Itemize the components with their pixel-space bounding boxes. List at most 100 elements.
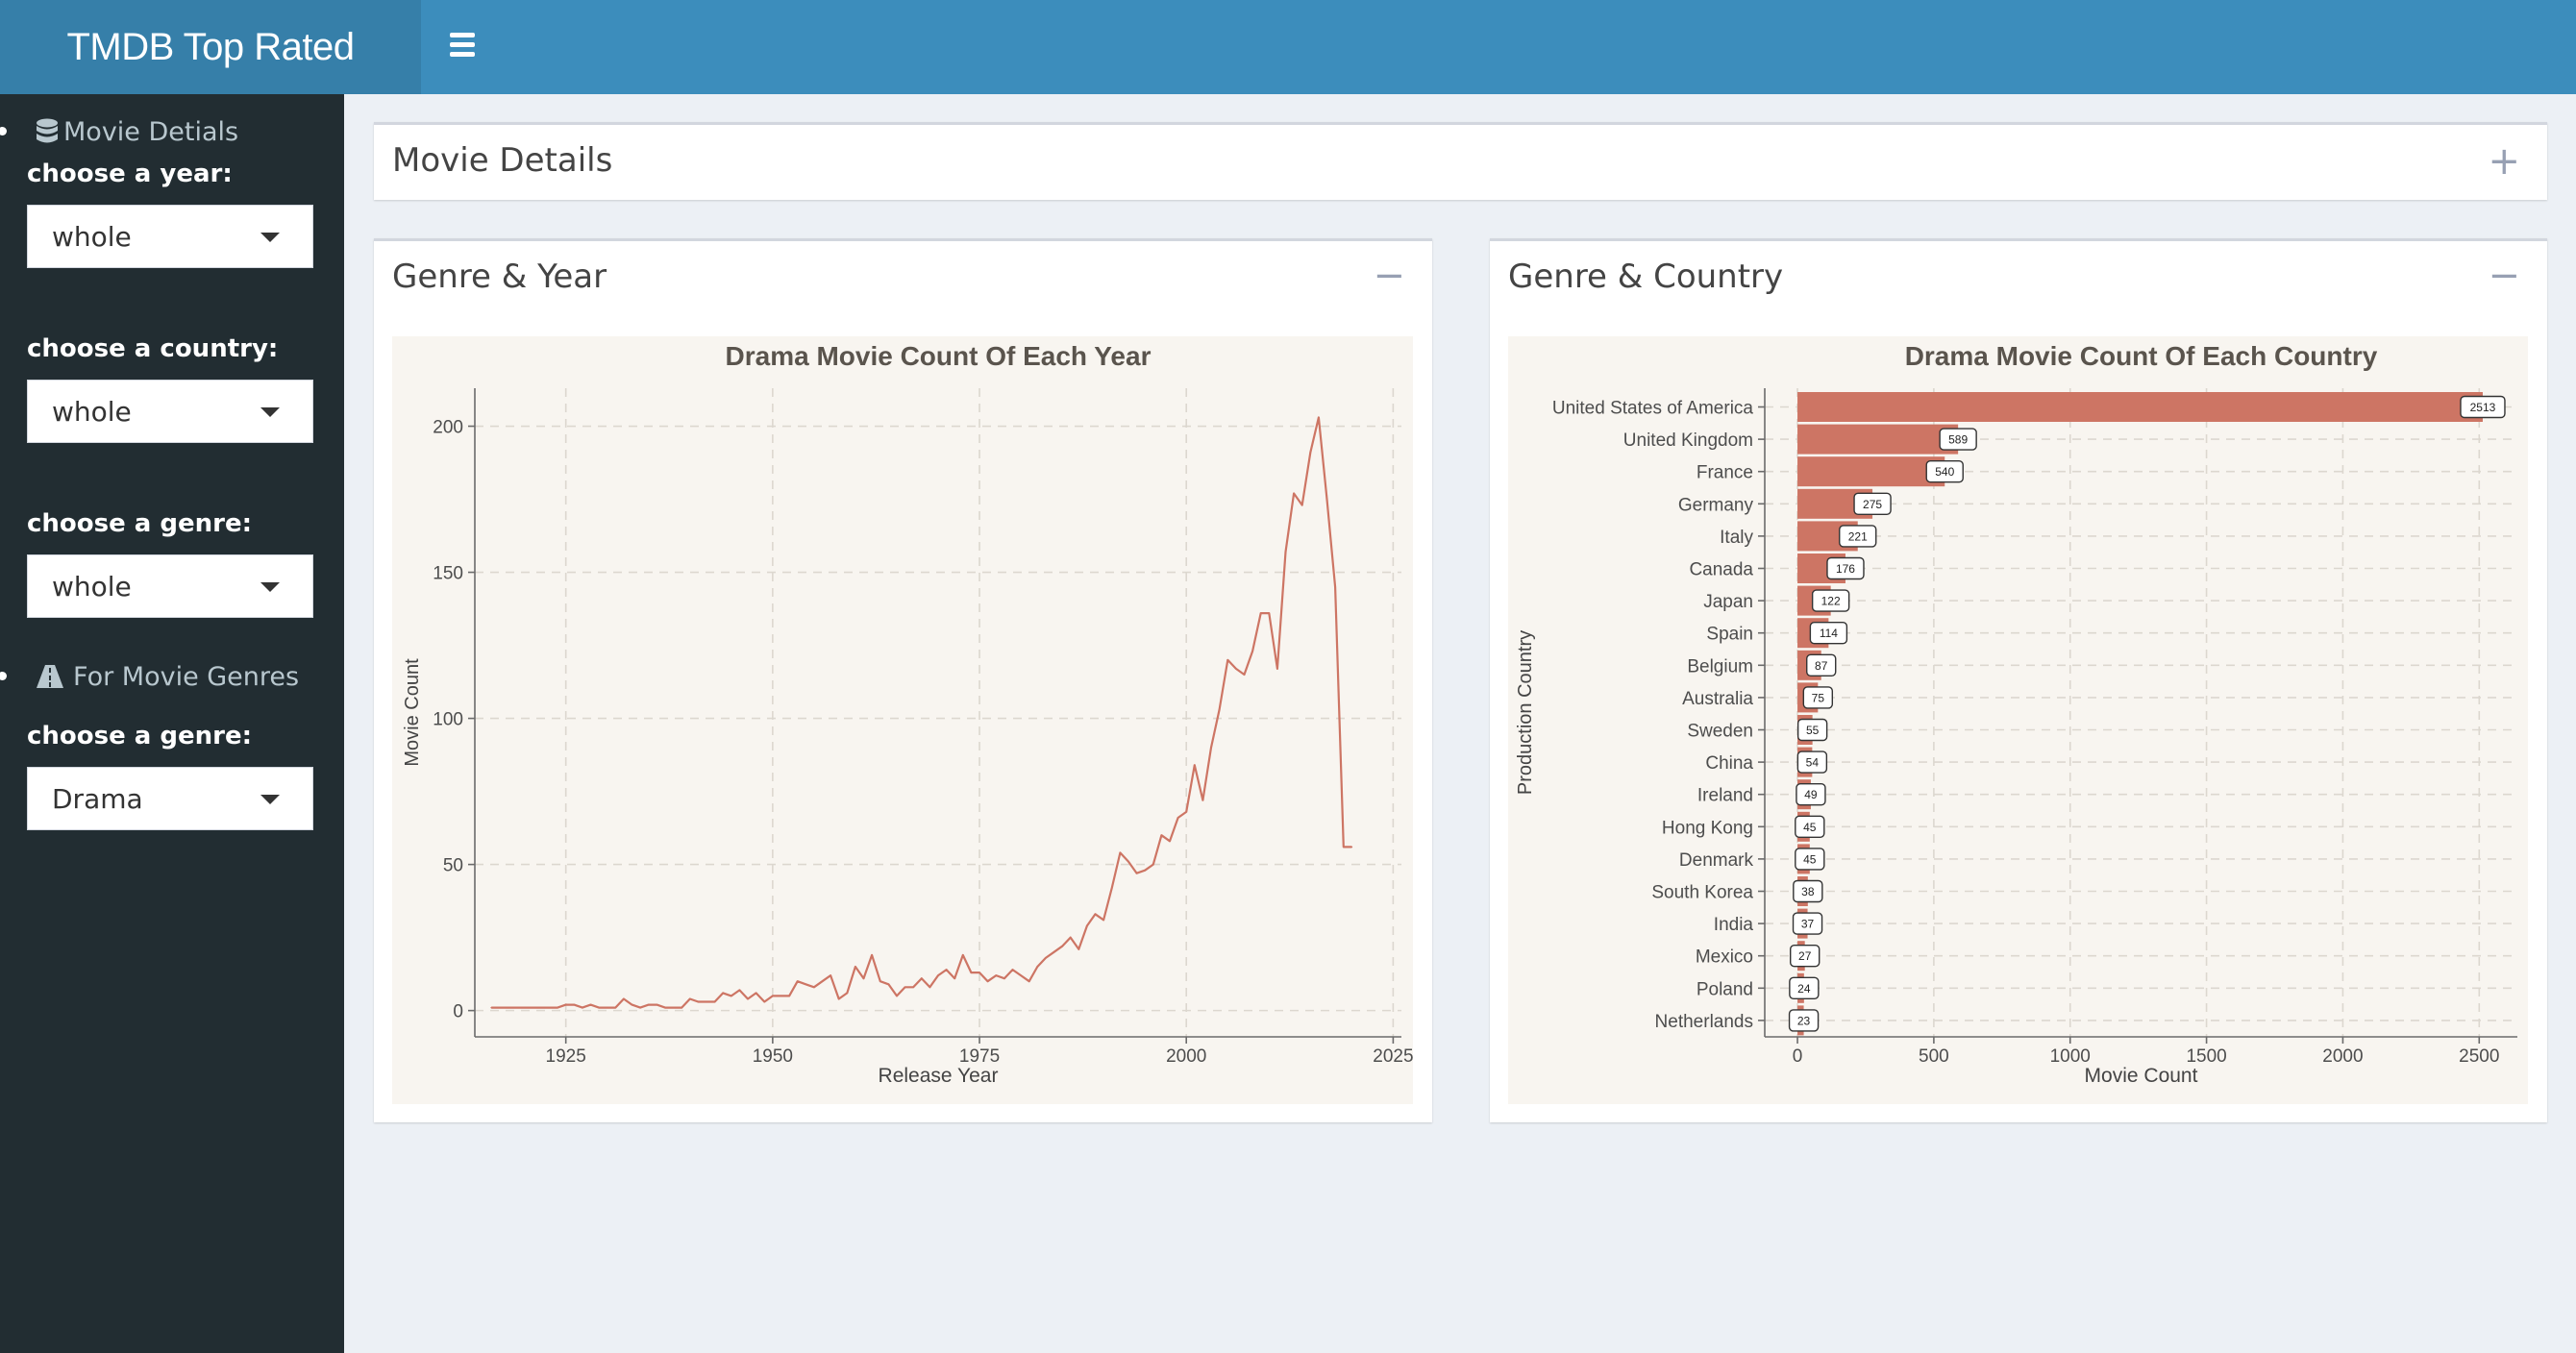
data-label-box xyxy=(1939,428,1977,451)
data-point xyxy=(1350,846,1353,849)
data-point xyxy=(1045,957,1047,959)
x-tick-label: 2000 xyxy=(1166,1046,1206,1067)
bar xyxy=(1797,424,1959,455)
genre-year-box: Genre & Year − Drama Movie Count Of Each… xyxy=(374,238,1432,1122)
data-label: 37 xyxy=(1801,918,1815,931)
data-point xyxy=(507,1006,509,1009)
data-point xyxy=(706,1000,707,1003)
app-logo[interactable]: TMDB Top Rated xyxy=(0,0,421,94)
y-tick-label: Germany xyxy=(1678,495,1754,515)
chevron-down-icon xyxy=(260,407,280,417)
data-label: 38 xyxy=(1801,885,1815,898)
x-tick-label: 2000 xyxy=(2322,1046,2363,1067)
year-label: choose a year: xyxy=(27,160,233,188)
data-point xyxy=(672,1006,675,1009)
data-label-box xyxy=(1826,556,1865,580)
movie-details-box: Movie Details + xyxy=(374,122,2547,200)
data-point xyxy=(656,1003,658,1006)
year-select[interactable]: whole xyxy=(27,205,313,268)
y-tick-label: 100 xyxy=(433,710,463,730)
data-point xyxy=(564,1003,567,1006)
data-point xyxy=(855,966,856,968)
data-label: 2513 xyxy=(2470,401,2496,414)
data-point xyxy=(896,995,898,997)
data-point xyxy=(688,997,691,1000)
data-point xyxy=(606,1006,608,1009)
data-label: 23 xyxy=(1797,1014,1811,1027)
country-chart-panel: Drama Movie Count Of Each Country United … xyxy=(1508,336,2528,1104)
genre2-select[interactable]: Drama xyxy=(27,767,313,830)
data-label-box xyxy=(2460,395,2506,419)
collapse-icon[interactable]: − xyxy=(2488,254,2520,298)
data-point xyxy=(738,989,741,992)
data-point xyxy=(1061,945,1063,947)
chevron-down-icon xyxy=(260,795,280,804)
data-point xyxy=(1144,869,1146,872)
data-point xyxy=(1259,612,1262,614)
data-point xyxy=(788,995,790,997)
data-point xyxy=(697,1000,700,1003)
data-point xyxy=(962,954,964,956)
data-point xyxy=(523,1006,526,1009)
data-label-box xyxy=(1802,686,1834,709)
data-point xyxy=(631,1003,633,1006)
y-tick-label: Netherlands xyxy=(1655,1012,1753,1032)
sidebar-item-movie-genres[interactable]: For Movie Genres xyxy=(0,658,344,695)
bar xyxy=(1797,392,2483,422)
y-tick-label: Australia xyxy=(1682,689,1753,709)
x-tick-label: 1000 xyxy=(2050,1046,2091,1067)
data-point xyxy=(904,986,906,989)
data-point xyxy=(1003,977,1005,979)
x-tick-label: 2025 xyxy=(1373,1046,1413,1067)
data-point xyxy=(589,1003,592,1006)
country-select-value: whole xyxy=(52,396,132,428)
data-point xyxy=(598,1006,600,1009)
expand-icon[interactable]: + xyxy=(2488,139,2520,184)
genre2-select-value: Drama xyxy=(52,783,143,815)
data-point xyxy=(1243,674,1246,676)
y-tick-label: Ireland xyxy=(1697,786,1753,806)
data-label: 122 xyxy=(1821,595,1841,608)
data-point xyxy=(945,969,948,971)
data-point xyxy=(755,992,757,995)
data-point xyxy=(813,986,815,989)
data-point xyxy=(821,980,824,983)
database-icon xyxy=(37,118,58,143)
y-tick-label: Spain xyxy=(1706,625,1753,645)
data-label: 87 xyxy=(1815,659,1828,673)
data-label-box xyxy=(1796,718,1828,742)
data-label-box xyxy=(1925,459,1964,483)
data-point xyxy=(1309,452,1312,454)
data-point xyxy=(1077,947,1080,950)
data-point xyxy=(1300,504,1303,506)
sidebar-toggle-icon[interactable] xyxy=(450,33,475,58)
list-bullet xyxy=(0,127,7,135)
data-label: 55 xyxy=(1806,724,1820,737)
data-label: 49 xyxy=(1804,788,1818,801)
data-point xyxy=(978,972,980,973)
genre-select[interactable]: whole xyxy=(27,554,313,618)
genre2-label: choose a genre: xyxy=(27,722,253,750)
data-point xyxy=(1218,708,1221,711)
chart-title: Drama Movie Count Of Each Country xyxy=(1905,341,2378,371)
data-point xyxy=(1284,551,1287,554)
bar xyxy=(1797,456,1945,487)
country-select[interactable]: whole xyxy=(27,380,313,443)
data-label-box xyxy=(1788,1009,1820,1032)
sidebar-item-movie-details[interactable]: Movie Detials xyxy=(0,113,344,150)
y-tick-label: Mexico xyxy=(1696,947,1753,968)
data-label: 54 xyxy=(1806,756,1820,770)
data-label-box xyxy=(1806,653,1837,676)
data-label: 27 xyxy=(1798,949,1812,963)
collapse-icon[interactable]: − xyxy=(1373,254,1405,298)
y-tick-label: 200 xyxy=(433,418,463,438)
data-label: 45 xyxy=(1803,852,1817,866)
x-tick-label: 1500 xyxy=(2186,1046,2226,1067)
data-point xyxy=(937,974,939,976)
data-point xyxy=(837,997,840,1000)
data-point xyxy=(639,1006,641,1009)
road-icon xyxy=(37,665,63,688)
data-label: 176 xyxy=(1836,562,1855,576)
data-point xyxy=(681,1006,682,1009)
data-point xyxy=(540,1006,542,1009)
